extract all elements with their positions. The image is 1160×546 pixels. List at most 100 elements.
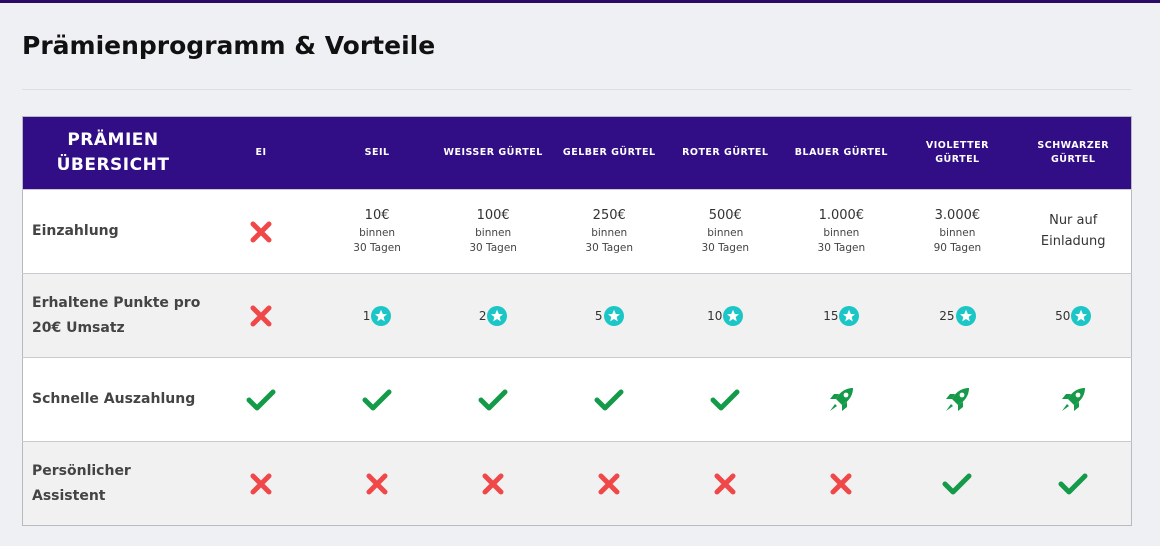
deposit-amount: 500€ — [708, 208, 742, 223]
icon-rocket — [1058, 387, 1088, 411]
icon-cross — [829, 473, 853, 494]
table-cell: 100€ binnen 30 Tagen — [435, 190, 551, 274]
table-cell: 15 — [783, 274, 899, 358]
column-header: GELBER GÜRTEL — [562, 146, 656, 158]
deposit-note: binnen — [475, 226, 512, 239]
points-value: 5 — [594, 308, 603, 323]
points-value: 1 — [362, 308, 371, 323]
deposit-note: binnen — [707, 226, 744, 239]
table-cell: 10€ binnen 30 Tagen — [319, 190, 435, 274]
table-cell: 5 — [551, 274, 667, 358]
column-header: BLAUER GÜRTEL — [794, 146, 888, 158]
table-cell: 1 — [319, 274, 435, 358]
table-cell — [319, 442, 435, 526]
table-cell: 3.000€ binnen 90 Tagen — [899, 190, 1015, 274]
points-value: 10 — [707, 308, 723, 323]
table-header: PRÄMIEN ÜBERSICHT EI SEIL WEISSER GÜRTEL GE… — [22, 116, 1132, 190]
page-title: Prämienprogramm & Vorteile — [22, 31, 436, 60]
icon-check — [710, 389, 740, 410]
icon-cross — [365, 473, 389, 494]
table-cell — [783, 358, 899, 442]
column-header: EI — [255, 146, 267, 158]
points: 50 — [1055, 305, 1092, 326]
corner-cell: PRÄMIEN ÜBERSICHT — [23, 117, 204, 190]
table-cell: 1.000€ binnen 30 Tagen — [783, 190, 899, 274]
column-header: SEIL — [364, 146, 390, 158]
points: 15 — [823, 305, 860, 326]
deposit-amount: 1.000€ — [818, 208, 865, 223]
icon-cross — [249, 221, 273, 242]
table-cell: 2 — [435, 274, 551, 358]
table-cell — [1015, 442, 1131, 526]
deposit-note: 30 Tagen — [701, 242, 750, 255]
table-row: Erhaltene Punkte pro 20€ Umsatz 1 2 5 10 15 25… — [22, 273, 1132, 358]
icon-check — [1058, 473, 1088, 494]
table-cell — [783, 442, 899, 526]
icon-star — [955, 305, 976, 326]
table-cell — [1015, 358, 1131, 442]
points: 5 — [594, 305, 624, 326]
points-value: 2 — [478, 308, 487, 323]
table-body: Einzahlung 10€ binnen 30 Tagen 100€ binnen 30 … — [22, 189, 1132, 526]
deposit-note: 30 Tagen — [469, 242, 517, 255]
deposit-amount: 10€ — [364, 208, 390, 223]
table-cell: 10 — [667, 274, 783, 358]
table-cell — [203, 358, 319, 442]
table-cell — [899, 442, 1015, 526]
icon-cross — [481, 473, 505, 494]
row-label: Schnelle Auszahlung — [32, 391, 196, 408]
icon-cross — [249, 473, 273, 494]
icon-star — [723, 305, 744, 326]
deposit-amount: 100€ — [476, 208, 510, 223]
table-cell: 500€ binnen 30 Tagen — [667, 190, 783, 274]
icon-cross — [597, 473, 621, 494]
points-value: 25 — [939, 308, 955, 323]
icon-star — [371, 305, 392, 326]
icon-star — [603, 305, 624, 326]
table-cell — [551, 442, 667, 526]
points-value: 50 — [1055, 308, 1071, 323]
table-cell: 250€ binnen 30 Tagen — [551, 190, 667, 274]
points: 2 — [478, 305, 508, 326]
row-label: Einzahlung — [32, 223, 119, 240]
row-label: Persönlicher Assistent — [32, 463, 131, 504]
icon-check — [246, 389, 276, 410]
table-cell — [667, 442, 783, 526]
rewards-table: PRÄMIEN ÜBERSICHT EI SEIL WEISSER GÜRTEL GE… — [22, 116, 1132, 526]
row-label: Erhaltene Punkte pro 20€ Umsatz — [32, 295, 201, 336]
icon-check — [478, 389, 508, 410]
deposit-note: 30 Tagen — [353, 242, 401, 255]
deposit-note: 30 Tagen — [585, 242, 634, 255]
points: 1 — [362, 305, 392, 326]
corner-label: PRÄMIEN ÜBERSICHT — [56, 130, 170, 175]
deposit-amount: 250€ — [592, 208, 626, 223]
icon-star — [839, 305, 860, 326]
deposit-note: binnen — [939, 226, 976, 239]
deposit-note: 90 Tagen — [933, 242, 982, 255]
header-row: PRÄMIEN ÜBERSICHT EI SEIL WEISSER GÜRTEL GE… — [22, 116, 1132, 190]
points: 25 — [939, 305, 976, 326]
deposit-amount: 3.000€ — [934, 208, 981, 223]
icon-check — [594, 389, 624, 410]
column-header: WEISSER GÜRTEL — [443, 146, 543, 158]
deposit-note: 30 Tagen — [817, 242, 866, 255]
icon-cross — [249, 305, 273, 326]
table-cell — [319, 358, 435, 442]
deposit-note: binnen — [823, 226, 860, 239]
icon-check — [942, 473, 972, 494]
icon-cross — [713, 473, 737, 494]
cell-text: Nur auf Einladung — [1040, 212, 1106, 249]
icon-star — [1071, 305, 1092, 326]
deposit-note: binnen — [591, 226, 628, 239]
table-row: Persönlicher Assistent — [22, 441, 1132, 526]
table-cell — [435, 442, 551, 526]
icon-check — [362, 389, 392, 410]
deposit-note: binnen — [359, 226, 396, 239]
column-header: ROTER GÜRTEL — [682, 146, 769, 158]
table-cell — [203, 274, 319, 358]
icon-rocket — [826, 387, 856, 411]
table-cell — [667, 358, 783, 442]
table-cell — [203, 442, 319, 526]
table-cell — [203, 190, 319, 274]
